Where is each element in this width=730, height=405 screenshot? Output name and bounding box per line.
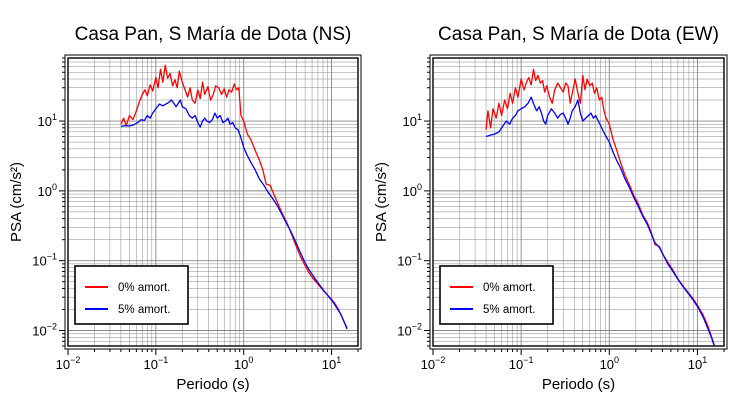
x-axis-label: Periodo (s) — [542, 376, 615, 393]
legend-label: 5% amort. — [118, 304, 170, 316]
y-tick-label: 10−1 — [397, 252, 422, 269]
x-tick-label: 10−1 — [143, 355, 168, 372]
series-line-amort-0 — [120, 64, 348, 328]
x-tick-label: 10−1 — [509, 355, 534, 372]
chart-panel-ns: Casa Pan, S María de Dota (NS) 10−2 10−1 10… — [8, 24, 362, 393]
chart-title: Casa Pan, S María de Dota (NS) — [75, 24, 352, 45]
x-axis-label: Periodo (s) — [176, 376, 249, 393]
y-tick-label: 10−1 — [32, 252, 57, 269]
legend-label: 5% amort. — [483, 304, 535, 316]
y-tick-label: 10−2 — [397, 322, 422, 339]
plot-frame — [67, 57, 359, 347]
legend-box — [439, 265, 554, 325]
legend: 0% amort. 5% amort. — [74, 265, 189, 325]
series-line-amort-5 — [120, 99, 348, 330]
y-tick-label: 10−2 — [32, 322, 57, 339]
x-tick-label: 101 — [688, 355, 707, 372]
y-tick-label: 101 — [403, 112, 422, 129]
legend-box — [74, 265, 189, 325]
y-tick-label: 100 — [38, 182, 57, 199]
chart-title: Casa Pan, S María de Dota (EW) — [438, 24, 719, 45]
legend: 0% amort. 5% amort. — [439, 265, 554, 325]
y-tick-label: 101 — [38, 112, 57, 129]
x-tick-label: 100 — [234, 355, 253, 372]
y-axis-label: PSA (cm/s²) — [8, 162, 25, 242]
legend-label: 0% amort. — [483, 282, 535, 294]
legend-label: 0% amort. — [118, 282, 170, 294]
x-tick-label: 100 — [600, 355, 619, 372]
plot-frame — [432, 57, 725, 347]
y-axis-label: PSA (cm/s²) — [373, 162, 390, 242]
y-tick-label: 100 — [403, 182, 422, 199]
chart-panel-ew: Casa Pan, S María de Dota (EW) 10−2 10−1 10… — [373, 24, 728, 393]
x-tick-label: 10−2 — [56, 355, 81, 372]
series-line-amort-5 — [485, 96, 715, 347]
x-tick-label: 10−2 — [421, 355, 446, 372]
x-tick-label: 101 — [322, 355, 341, 372]
